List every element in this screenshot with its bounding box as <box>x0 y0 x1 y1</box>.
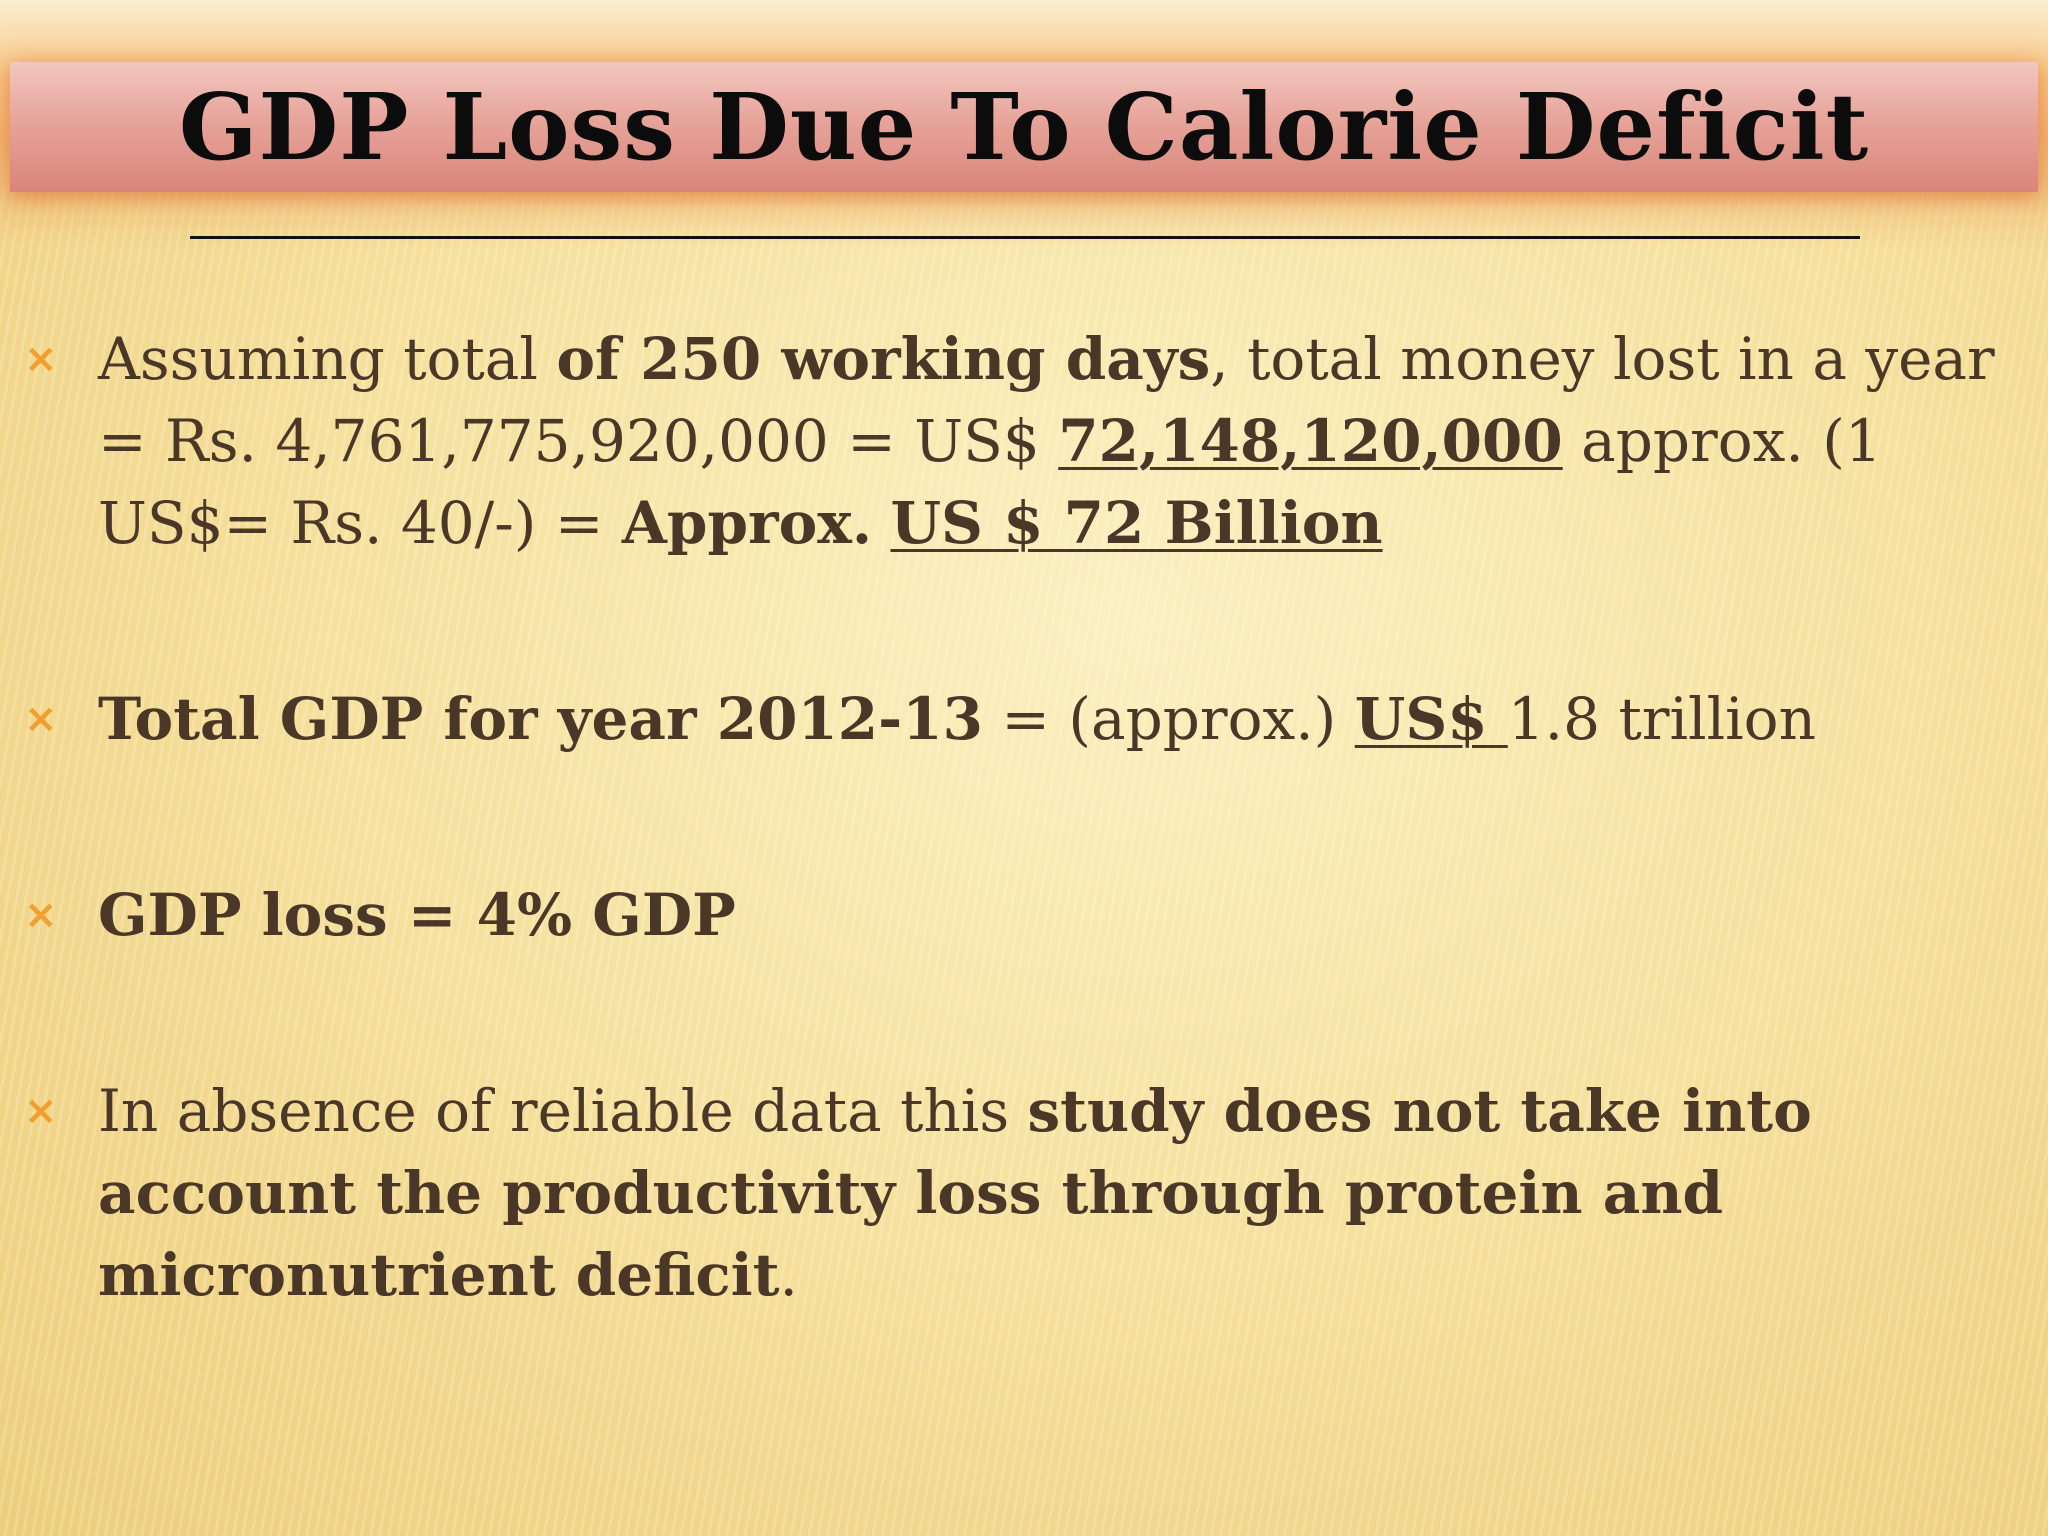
bullet-text: Assuming total of 250 working days, tota… <box>98 318 2018 564</box>
bullet-text: In absence of reliable data this study d… <box>98 1070 2018 1316</box>
title-bar <box>10 62 2038 192</box>
bullet-text-part: = (approx.) <box>982 685 1355 753</box>
bullet-text-part: approx. (1 US$= Rs. 40/-) = <box>98 407 1882 557</box>
bullet-text-bold: Approx. <box>621 489 873 557</box>
slide-title: GDP Loss Due To Calorie Deficit <box>178 73 1870 181</box>
bullet-text-part: 1.8 trillion <box>1507 685 1816 753</box>
bullet-text-part: . <box>779 1241 798 1309</box>
bullet-text-part: Assuming total <box>98 325 557 393</box>
bullet-text-part: , total money lost in a year = Rs. 4,761… <box>98 325 1995 475</box>
x-mark-icon: × <box>24 1088 58 1134</box>
bullet-text-bold: study does not take into account the pro… <box>98 1077 1812 1309</box>
x-mark-icon: × <box>24 336 58 382</box>
bullet-text-bold-underlined: US$ <box>1354 685 1508 753</box>
x-mark-icon: × <box>24 892 58 938</box>
bullet-text-bold: of 250 working days <box>556 325 1211 393</box>
bullet-text-part <box>872 489 890 557</box>
bullet-text-bold: Total GDP for year 2012-13 <box>98 685 983 753</box>
bullet-text-bold-underlined: 72,148,120,000 <box>1058 407 1563 475</box>
bullet-text: GDP loss = 4% GDP <box>98 874 2018 956</box>
title-divider <box>190 236 1860 239</box>
bullet-text-part: In absence of reliable data this <box>98 1077 1028 1145</box>
bullet-text-bold: GDP loss = 4% GDP <box>98 881 736 949</box>
x-mark-icon: × <box>24 696 58 742</box>
bullet-text-bold-underlined: US $ 72 Billion <box>890 489 1383 557</box>
bullet-text: Total GDP for year 2012-13 = (approx.) U… <box>98 678 2018 760</box>
